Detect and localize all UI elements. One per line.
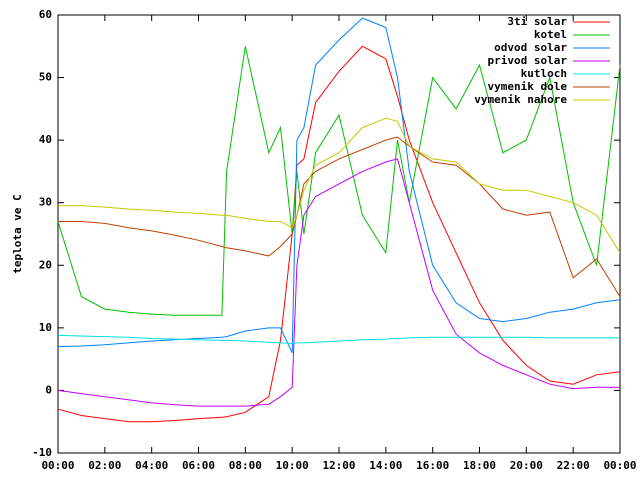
x-tick-label: 08:00	[229, 459, 262, 472]
y-tick-label: 40	[39, 133, 52, 146]
x-tick-label: 02:00	[88, 459, 121, 472]
y-tick-label: 10	[39, 321, 52, 334]
x-tick-label: 10:00	[276, 459, 309, 472]
y-tick-label: 20	[39, 258, 52, 271]
legend-label: vymenik dole	[488, 80, 568, 93]
legend-label: kotel	[534, 28, 567, 41]
x-tick-label: 22:00	[557, 459, 590, 472]
series-line	[57, 46, 621, 316]
x-tick-label: 14:00	[369, 459, 402, 472]
series-line	[58, 136, 621, 297]
x-tick-label: 06:00	[182, 459, 215, 472]
legend-label: kutloch	[521, 67, 567, 80]
series-line	[57, 334, 620, 345]
x-tick-label: 20:00	[510, 459, 543, 472]
legend-label: vymenik nahore	[474, 93, 567, 106]
series-line	[57, 17, 621, 354]
x-tick-label: 00:00	[603, 459, 636, 472]
legend-label: 3ti solar	[507, 15, 567, 28]
series-line	[57, 158, 620, 407]
y-tick-label: 50	[39, 71, 52, 84]
legend-label: odvod solar	[494, 41, 567, 54]
y-tick-label: 0	[45, 383, 52, 396]
x-tick-label: 12:00	[322, 459, 355, 472]
x-tick-label: 16:00	[416, 459, 449, 472]
y-axis-label: teplota ve C	[11, 194, 24, 273]
series-line	[57, 45, 621, 423]
x-tick-label: 00:00	[41, 459, 74, 472]
series-line	[58, 117, 621, 254]
y-tick-label: 30	[39, 196, 52, 209]
y-tick-label: -10	[32, 446, 52, 459]
legend-label: privod solar	[488, 54, 568, 67]
y-tick-label: 60	[39, 8, 52, 21]
x-tick-label: 18:00	[463, 459, 496, 472]
x-tick-label: 04:00	[135, 459, 168, 472]
